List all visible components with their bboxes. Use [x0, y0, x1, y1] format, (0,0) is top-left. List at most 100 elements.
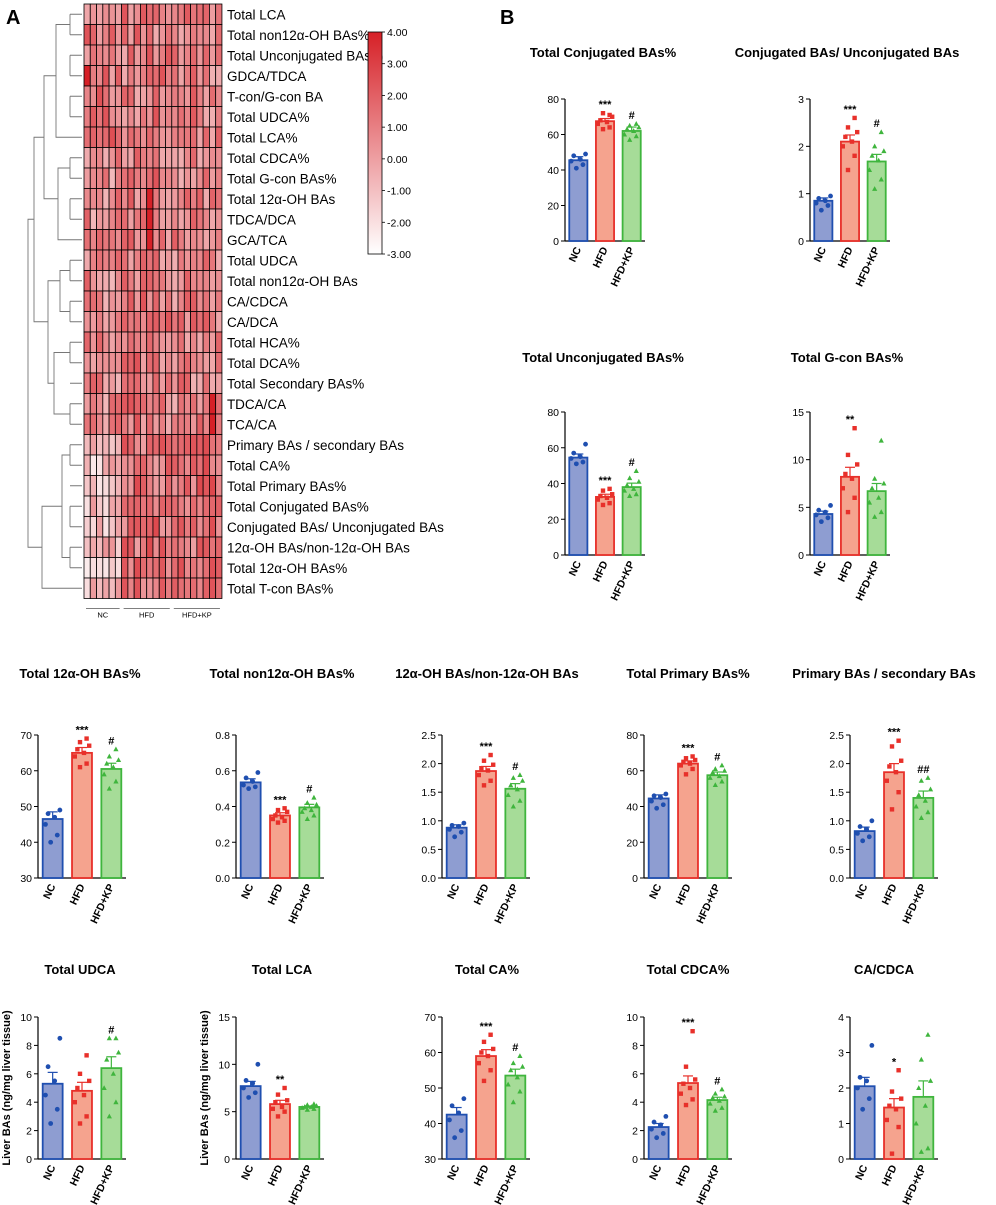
heatmap-cell — [89, 188, 97, 210]
heatmap-cell — [114, 188, 123, 210]
data-point — [84, 736, 89, 741]
heatmap-cell — [83, 249, 91, 271]
heatmap-cell — [140, 311, 148, 333]
data-point — [864, 826, 870, 832]
heatmap-cell — [96, 495, 104, 517]
heatmap-cell — [158, 413, 166, 435]
y-tick-label: 0.8 — [215, 730, 230, 742]
heatmap-cell — [96, 24, 104, 46]
data-point — [889, 1089, 895, 1094]
data-point — [719, 778, 725, 784]
data-point — [828, 193, 833, 199]
heatmap-cell — [152, 290, 160, 312]
data-point — [84, 1114, 89, 1119]
colorbar-tick-label: 3.00 — [387, 59, 408, 71]
data-point — [869, 485, 875, 491]
heatmap-cell — [114, 311, 123, 333]
heatmap-row-label: Total LCA — [227, 7, 286, 22]
data-point — [517, 772, 523, 778]
colorbar-tick-label: -2.00 — [387, 217, 411, 229]
heatmap-cell — [165, 147, 173, 169]
heatmap-cell — [158, 516, 166, 538]
heatmap-cell — [215, 270, 223, 292]
bar-chart: Primary BAs / secondary BAs 0.0 0.5 1.0 1.5 2… — [792, 666, 976, 926]
data-point — [77, 764, 83, 770]
heatmap-cell — [158, 393, 166, 415]
heatmap-cell — [171, 270, 179, 292]
heatmap-cell — [158, 85, 166, 107]
bar-chart: CA/CDCA 0 1 2 3 4 NC * HFD HFD+KP — [838, 962, 938, 1205]
data-point — [840, 144, 845, 149]
heatmap-row-label: CA/CDCA — [227, 294, 288, 309]
chart-title: Total Conjugated BAs% — [530, 45, 677, 60]
heatmap-cell — [215, 290, 223, 312]
heatmap-cell — [89, 352, 97, 374]
data-point — [687, 761, 693, 766]
category-label: NC — [812, 245, 829, 264]
data-point — [683, 756, 689, 761]
data-point — [246, 786, 252, 792]
data-point — [488, 1068, 493, 1073]
heatmap-cell — [208, 577, 217, 599]
y-tick-label: 10 — [218, 1059, 230, 1071]
data-point — [683, 1102, 689, 1108]
heatmap-cell — [114, 3, 123, 25]
heatmap-cell — [171, 454, 179, 476]
heatmap-cell — [177, 85, 185, 107]
heatmap-cell — [183, 331, 191, 353]
heatmap-cell — [102, 311, 110, 333]
bar — [853, 830, 876, 879]
heatmap-cell — [152, 393, 160, 415]
heatmap-cell — [202, 311, 210, 333]
significance-label: *** — [599, 475, 613, 487]
heatmap-cell — [108, 372, 116, 394]
data-point — [285, 1098, 290, 1103]
heatmap-cell — [208, 126, 217, 148]
heatmap-cell — [208, 352, 217, 374]
heatmap-cell — [196, 85, 204, 107]
heatmap-cell — [196, 413, 204, 435]
data-point — [693, 1077, 698, 1082]
heatmap-cell — [208, 475, 217, 497]
data-point — [571, 153, 577, 159]
heatmap-cell — [83, 85, 91, 107]
colorbar-tick-label: 4.00 — [387, 27, 408, 39]
heatmap-cell — [140, 331, 148, 353]
heatmap-cell — [171, 188, 179, 210]
heatmap-cell — [202, 85, 210, 107]
data-point — [927, 786, 934, 792]
bar — [298, 1106, 321, 1160]
heatmap-cell — [96, 65, 104, 87]
significance-label: *** — [76, 725, 90, 737]
data-point — [707, 1100, 713, 1106]
heatmap-cell — [202, 24, 210, 46]
data-point — [243, 775, 249, 781]
heatmap-cell — [202, 352, 210, 374]
data-point — [633, 133, 639, 139]
data-point — [43, 821, 48, 827]
data-point — [115, 757, 122, 763]
heatmap-row-label: TDCA/DCA — [227, 212, 296, 227]
heatmap-cell — [158, 495, 166, 517]
heatmap-cell — [89, 126, 97, 148]
data-point — [250, 1080, 256, 1086]
heatmap-cell — [114, 475, 123, 497]
heatmap-cell — [177, 249, 185, 271]
heatmap-cell — [146, 167, 154, 189]
data-point — [627, 137, 633, 142]
y-tick-label: 3 — [798, 94, 804, 106]
data-point — [654, 1135, 660, 1141]
heatmap-cell — [133, 393, 141, 415]
significance-label: # — [874, 118, 880, 130]
data-point — [852, 426, 857, 431]
data-point — [878, 129, 884, 135]
heatmap-row-label: TCA/CA — [227, 417, 277, 432]
significance-label: # — [108, 1024, 114, 1036]
heatmap-cell — [127, 434, 135, 456]
heatmap-cell — [158, 372, 166, 394]
heatmap-cell — [121, 311, 129, 333]
heatmap-cell — [133, 311, 141, 333]
y-tick-label: 0 — [224, 1154, 230, 1166]
data-point — [302, 805, 308, 811]
heatmap-cell — [114, 44, 123, 66]
